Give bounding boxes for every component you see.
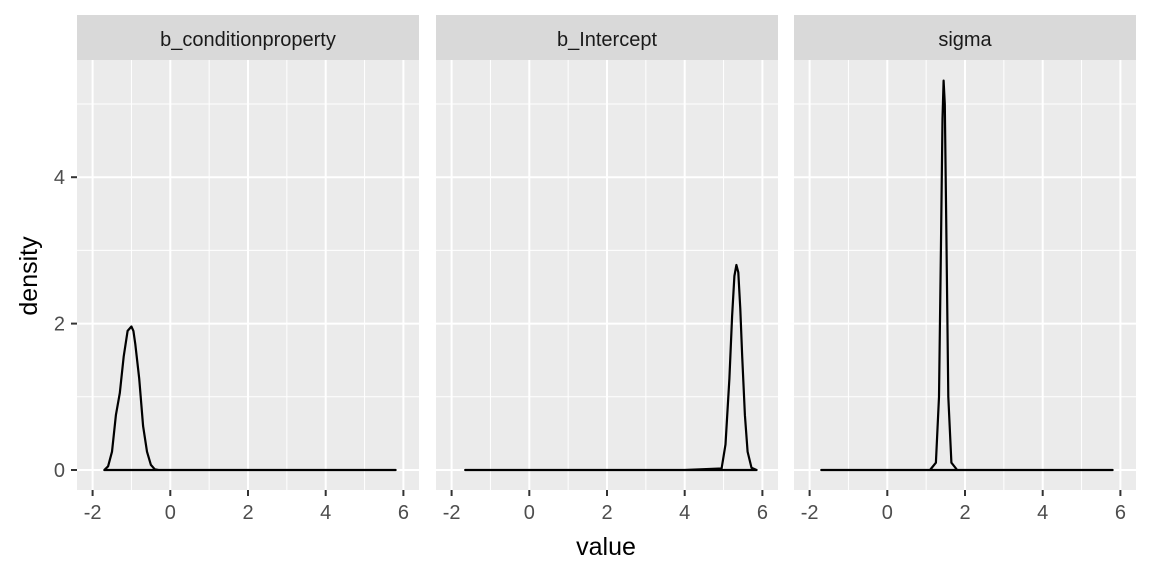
x-tick-label: -2 (801, 502, 819, 524)
x-tick-label: 4 (320, 502, 331, 524)
facet-strip (436, 15, 778, 60)
y-tick-label: 2 (54, 314, 65, 336)
y-tick-label: 0 (54, 460, 65, 482)
density-curve (464, 263, 758, 472)
facet-strip-label: sigma (938, 29, 992, 51)
density-curve (820, 79, 1114, 472)
x-tick-label: 6 (1115, 502, 1126, 524)
y-axis-title: density (15, 236, 43, 316)
x-tick-label: 6 (398, 502, 409, 524)
x-axis: -2 0 2 4 6 (443, 490, 768, 524)
x-tick-label: 2 (959, 502, 970, 524)
x-tick-label: 4 (679, 502, 690, 524)
facet-strip-label: b_Intercept (557, 29, 658, 51)
y-tick-label: 4 (54, 167, 65, 189)
x-tick-label: 0 (165, 502, 176, 524)
x-tick-label: 0 (882, 502, 893, 524)
density-curve (103, 325, 397, 472)
facet-strip (794, 15, 1136, 60)
facet-panel: b_Intercept (436, 15, 778, 490)
facet-panel: b_conditionproperty (77, 15, 419, 490)
x-tick-label: 6 (757, 502, 768, 524)
x-tick-label: -2 (443, 502, 461, 524)
x-tick-label: 0 (524, 502, 535, 524)
x-tick-label: 4 (1037, 502, 1048, 524)
x-axis-title: value (576, 533, 636, 561)
facet-strip-label: b_conditionproperty (160, 29, 336, 51)
facet-panels: b_conditionproperty b_Intercept sigma (77, 15, 1136, 490)
x-axis: -2 0 2 4 6 (84, 490, 409, 524)
y-axis: 0 2 4 (54, 167, 77, 482)
x-axes: -2 0 2 4 6 -2 0 2 4 6 -2 0 2 4 6 (84, 490, 1126, 524)
x-tick-label: 2 (242, 502, 253, 524)
x-tick-label: 2 (601, 502, 612, 524)
x-axis: -2 0 2 4 6 (801, 490, 1126, 524)
facet-panel: sigma (794, 15, 1136, 490)
facet-strip (77, 15, 419, 60)
x-tick-label: -2 (84, 502, 102, 524)
